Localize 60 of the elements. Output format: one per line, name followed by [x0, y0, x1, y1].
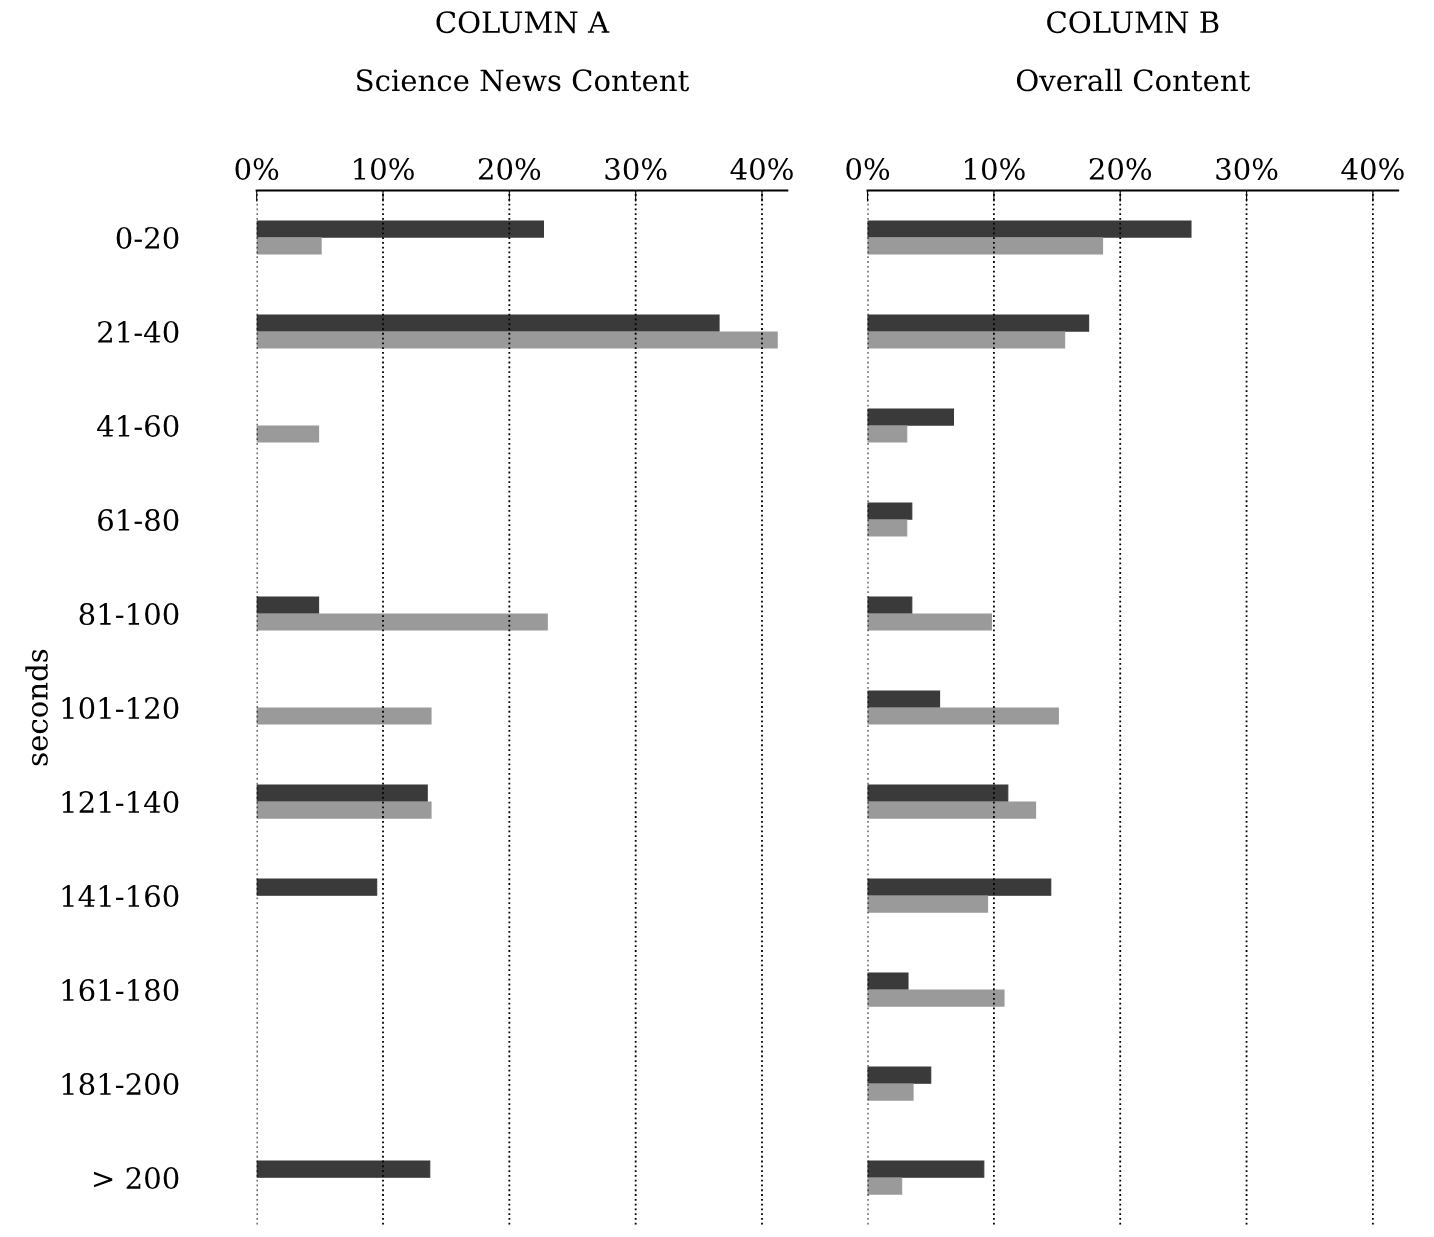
y-tick-label: 141-160 [62, 885, 179, 908]
chart-title: COLUMN B [1047, 11, 1219, 34]
y-tick-label: 81-100 [79, 602, 179, 626]
y-tick-label: 101-120 [62, 697, 179, 720]
bar [867, 425, 908, 443]
bar [256, 784, 428, 802]
bar [256, 220, 545, 238]
x-tick-label: 10% [354, 157, 414, 180]
bar [867, 801, 1037, 819]
bar [867, 1160, 985, 1178]
bar [867, 878, 1052, 896]
bar [867, 972, 909, 990]
bar [867, 237, 1104, 255]
bar [867, 331, 1066, 349]
bar [256, 1160, 431, 1178]
x-tick-label: 10% [965, 157, 1025, 180]
bar [867, 784, 1009, 802]
bar [256, 314, 720, 332]
y-tick-label: 121-140 [62, 791, 179, 814]
bar [256, 707, 432, 725]
bar [867, 596, 913, 614]
bar [867, 408, 955, 426]
chart-title: COLUMN A [436, 11, 610, 34]
chart-subtitle: Overall Content [1016, 68, 1251, 92]
bar [867, 502, 913, 520]
bar [867, 220, 1192, 238]
x-tick-label: 20% [1089, 157, 1152, 180]
bar [867, 613, 992, 631]
bar [867, 1177, 903, 1195]
chart-subtitle: Science News Content [357, 69, 690, 92]
x-tick-label: 30% [605, 157, 667, 180]
bar [256, 878, 378, 896]
bar [867, 1066, 932, 1084]
x-tick-label: 30% [1216, 157, 1278, 180]
bar [867, 314, 1090, 332]
bar [256, 331, 778, 349]
x-tick-label: 0% [846, 157, 890, 180]
bar [867, 895, 989, 913]
y-tick-label: 0-20 [116, 226, 179, 249]
bar [256, 237, 322, 255]
x-tick-label: 20% [478, 157, 541, 180]
y-tick-label: 61-80 [98, 508, 179, 532]
y-tick-label: 41-60 [97, 414, 179, 438]
bar [256, 613, 548, 631]
x-tick-label: 40% [1341, 157, 1404, 180]
x-tick-label: 40% [730, 157, 793, 180]
bar [256, 425, 320, 443]
x-tick-label: 0% [235, 157, 279, 180]
y-axis-title: seconds [25, 649, 48, 766]
bar [256, 801, 432, 819]
bar [867, 519, 908, 537]
y-tick-label: 21-40 [98, 320, 179, 344]
bar [256, 596, 320, 614]
y-tick-label: > 200 [94, 1167, 179, 1190]
bar [867, 1083, 914, 1101]
y-tick-label: 161-180 [62, 979, 179, 1002]
y-tick-label: 181-200 [62, 1073, 179, 1096]
bar [867, 707, 1059, 725]
bar [867, 690, 941, 708]
bar [867, 989, 1005, 1007]
